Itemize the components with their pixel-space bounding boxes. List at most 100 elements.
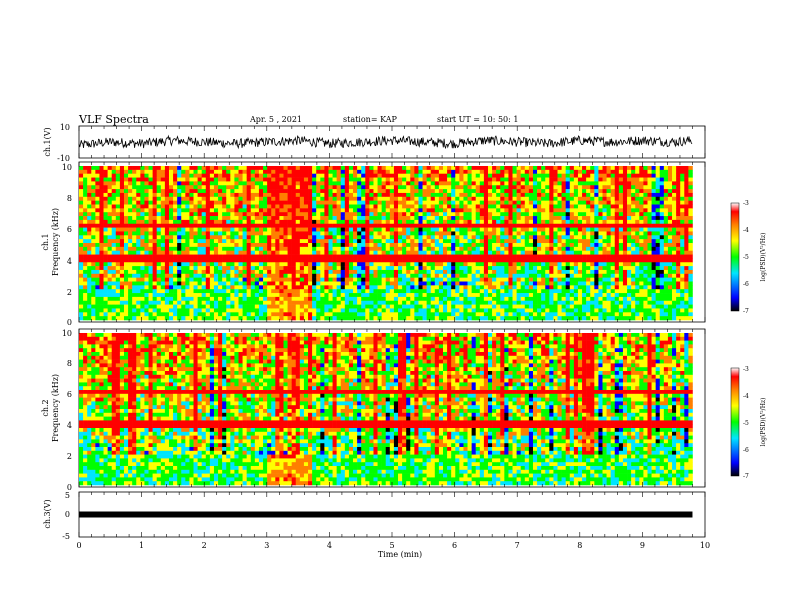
spectrogram-cell (402, 243, 407, 248)
spectrogram-cell (528, 185, 534, 190)
spectrogram-cell (365, 296, 370, 302)
spectrogram-cell (144, 208, 149, 213)
spectrogram-cell (303, 166, 309, 171)
spectrogram-cell (324, 266, 329, 271)
spectrogram-cell (213, 235, 219, 240)
spectrogram-cell (496, 227, 501, 232)
spectrogram-cell (128, 250, 133, 255)
spectrogram-cell (561, 204, 566, 209)
spectrogram-cell (119, 312, 125, 317)
spectrogram-cell (573, 227, 579, 232)
spectrogram-cell (528, 200, 534, 205)
spectrogram-cell (320, 277, 325, 282)
spectrogram-cell (295, 216, 301, 221)
spectrogram-cell (545, 312, 550, 317)
spectrogram-cell (308, 219, 313, 225)
spectrogram-cell (83, 166, 88, 171)
spectrogram-cell (275, 296, 280, 302)
spectrogram-cell (500, 227, 505, 232)
spectrogram-cell (340, 189, 346, 194)
spectrogram-cell (218, 296, 223, 302)
spectrogram-cell (577, 254, 583, 259)
spectrogram-cell (107, 223, 113, 228)
spectrogram-cell (152, 300, 158, 305)
spectrogram-cell (561, 208, 566, 213)
spectrogram-cell (569, 192, 575, 198)
spectrogram-cell (275, 285, 280, 290)
spectrogram-cell (246, 304, 252, 309)
spectrogram-cell (532, 281, 538, 286)
spectrogram-cell (148, 293, 153, 298)
spectrogram-cell (586, 250, 591, 255)
spectrogram-cell (398, 300, 403, 305)
spectrogram-cell (353, 258, 358, 263)
spectrogram-cell (496, 192, 501, 198)
spectrogram-cell (177, 250, 182, 255)
spectrogram-cell (324, 258, 329, 263)
spectrogram-cell (361, 227, 366, 232)
spectrogram-cell (414, 173, 419, 178)
spectrogram-cell (279, 212, 284, 217)
spectrogram-cell (332, 189, 337, 194)
spectrogram-cell (152, 293, 158, 298)
spectrogram-cell (95, 277, 100, 282)
spectrogram-cell (512, 181, 517, 186)
spectrogram-cell (271, 273, 276, 278)
spectrogram-cell (242, 246, 247, 251)
spectrogram-cell (267, 173, 272, 178)
spectrogram-cell (308, 185, 313, 190)
spectrogram-cell (140, 189, 145, 194)
spectrogram-cell (279, 227, 284, 232)
spectrogram-cell (479, 177, 485, 182)
spectrogram-cell (250, 269, 256, 275)
spectrogram-cell (328, 273, 333, 278)
spectrogram-cell (512, 185, 517, 190)
spectrogram-cell (201, 262, 207, 267)
spectrogram-cell (532, 189, 538, 194)
spectrogram-cell (222, 231, 227, 236)
spectrogram-cell (332, 173, 337, 178)
spectrogram-cell (115, 196, 121, 201)
spectrogram-cell (226, 312, 231, 317)
spectrogram-cell (422, 196, 427, 201)
spectrogram-cell (230, 262, 235, 267)
spectrogram-cell (291, 177, 297, 182)
spectrogram-cell (573, 277, 579, 282)
spectrogram-cell (496, 208, 501, 213)
spectrogram-cell (160, 216, 166, 221)
spectrogram-cell (553, 300, 558, 305)
spectrogram-cell (561, 254, 566, 259)
spectrogram-cell (316, 254, 321, 259)
spectrogram-cell (312, 216, 317, 221)
spectrogram-cell (160, 185, 166, 190)
spectrogram-cell (389, 277, 395, 282)
spectrogram-cell (99, 212, 104, 217)
spectrogram-cell (573, 185, 579, 190)
spectrogram-cell (549, 212, 554, 217)
spectrogram-cell (455, 181, 460, 186)
spectrogram-cell (185, 200, 190, 205)
spectrogram-cell (148, 296, 153, 302)
spectrogram-cell (553, 189, 558, 194)
spectrogram-cell (393, 181, 399, 186)
spectrogram-cell (222, 258, 227, 263)
spectrogram-cell (459, 316, 464, 321)
spectrogram-cell (532, 312, 538, 317)
spectrogram-cell (83, 304, 88, 309)
spectrogram-cell (532, 300, 538, 305)
spectrogram-cell (426, 204, 432, 209)
spectrogram-cell (426, 273, 432, 278)
spectrogram-cell (299, 296, 305, 302)
spectrogram-cell (459, 204, 464, 209)
spectrogram-cell (128, 177, 133, 182)
spectrogram-cell (443, 185, 448, 190)
spectrogram-cell (271, 285, 276, 290)
spectrogram-cell (487, 277, 493, 282)
spectrogram-cell (524, 169, 530, 174)
spectrogram-cell (475, 231, 481, 236)
spectrogram-cell (295, 281, 301, 286)
spectrogram-cell (557, 269, 562, 275)
spectrogram-cell (181, 200, 186, 205)
spectrogram-cell (365, 185, 370, 190)
spectrogram-cell (246, 235, 252, 240)
